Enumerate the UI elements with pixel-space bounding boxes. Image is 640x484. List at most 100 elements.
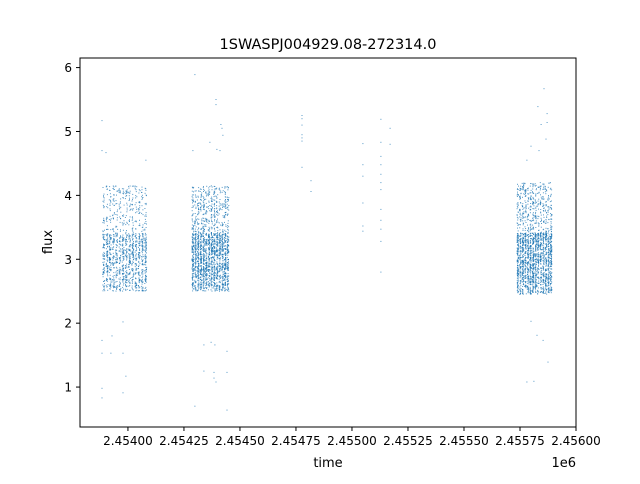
- data-point: [125, 239, 127, 241]
- data-point: [116, 245, 118, 247]
- data-point: [224, 215, 226, 216]
- data-point: [542, 267, 544, 269]
- data-point: [141, 263, 143, 265]
- data-point: [207, 258, 209, 260]
- data-point: [202, 220, 204, 222]
- data-point: [523, 275, 525, 277]
- data-point: [126, 267, 128, 269]
- data-point: [192, 256, 194, 258]
- data-point: [106, 259, 108, 261]
- data-point: [208, 221, 210, 222]
- data-point: [227, 228, 229, 230]
- data-point: [192, 261, 193, 263]
- data-point: [525, 257, 527, 259]
- data-point: [137, 256, 139, 258]
- data-point: [125, 265, 127, 267]
- data-point: [530, 199, 532, 201]
- data-point: [131, 185, 133, 187]
- data-point: [215, 276, 217, 278]
- data-point: [210, 266, 212, 268]
- data-point: [122, 267, 124, 269]
- data-point: [136, 211, 138, 213]
- data-point: [537, 186, 539, 188]
- data-point: [543, 187, 545, 189]
- data-point: [214, 233, 216, 234]
- data-point: [219, 243, 221, 245]
- data-point: [119, 238, 121, 240]
- data-point: [524, 235, 526, 237]
- data-point: [533, 279, 535, 281]
- data-point: [542, 253, 544, 255]
- data-point: [198, 237, 199, 239]
- data-point: [224, 280, 226, 281]
- data-point: [545, 247, 547, 249]
- data-point: [524, 260, 526, 262]
- data-point: [525, 287, 527, 289]
- data-point: [200, 188, 202, 190]
- data-point: [129, 203, 131, 205]
- data-point: [214, 246, 216, 248]
- data-point: [218, 255, 220, 257]
- data-point: [521, 182, 523, 184]
- data-point: [208, 261, 210, 263]
- data-point: [518, 244, 519, 246]
- data-point: [103, 247, 105, 249]
- data-point: [219, 265, 221, 267]
- data-point: [534, 282, 536, 284]
- data-point: [200, 247, 201, 249]
- data-point: [221, 240, 223, 242]
- data-point: [528, 283, 530, 285]
- data-point: [208, 249, 210, 251]
- data-point: [226, 200, 228, 202]
- data-point: [527, 240, 529, 242]
- data-point: [145, 227, 147, 228]
- data-point: [205, 210, 207, 212]
- data-point: [534, 255, 536, 257]
- data-point: [109, 205, 111, 206]
- data-point: [539, 247, 541, 249]
- data-point: [106, 271, 108, 273]
- data-point: [525, 206, 527, 208]
- data-point: [547, 237, 549, 239]
- data-point: [112, 247, 114, 248]
- data-point: [107, 239, 109, 241]
- data-point: [535, 244, 537, 245]
- data-point: [214, 290, 216, 292]
- data-point: [517, 288, 519, 290]
- data-point: [116, 274, 118, 276]
- data-point: [197, 268, 199, 270]
- data-point: [548, 266, 550, 268]
- data-point: [139, 235, 141, 237]
- data-point: [532, 272, 534, 274]
- data-point: [209, 284, 211, 286]
- data-point: [112, 257, 114, 259]
- data-point: [125, 240, 126, 242]
- data-point: [543, 204, 545, 206]
- data-point: [203, 284, 205, 286]
- data-point: [107, 243, 109, 245]
- data-point: [200, 271, 202, 273]
- data-point: [193, 270, 194, 272]
- data-point: [119, 273, 121, 275]
- data-point: [530, 237, 532, 239]
- data-point: [216, 258, 218, 260]
- data-point: [532, 252, 534, 253]
- data-point: [115, 254, 117, 256]
- data-point: [530, 251, 531, 253]
- data-point: [222, 234, 224, 235]
- data-point: [527, 200, 529, 202]
- data-point: [220, 251, 222, 253]
- data-point: [211, 236, 213, 238]
- data-point: [109, 240, 111, 242]
- data-point: [145, 239, 147, 241]
- data-point: [516, 269, 518, 271]
- data-point: [126, 250, 128, 252]
- data-point: [119, 237, 121, 239]
- data-point: [192, 221, 194, 223]
- data-point: [125, 240, 127, 242]
- data-point: [530, 256, 532, 258]
- data-point: [218, 188, 220, 190]
- data-point: [128, 281, 130, 283]
- data-point: [199, 258, 201, 260]
- data-point: [139, 252, 141, 254]
